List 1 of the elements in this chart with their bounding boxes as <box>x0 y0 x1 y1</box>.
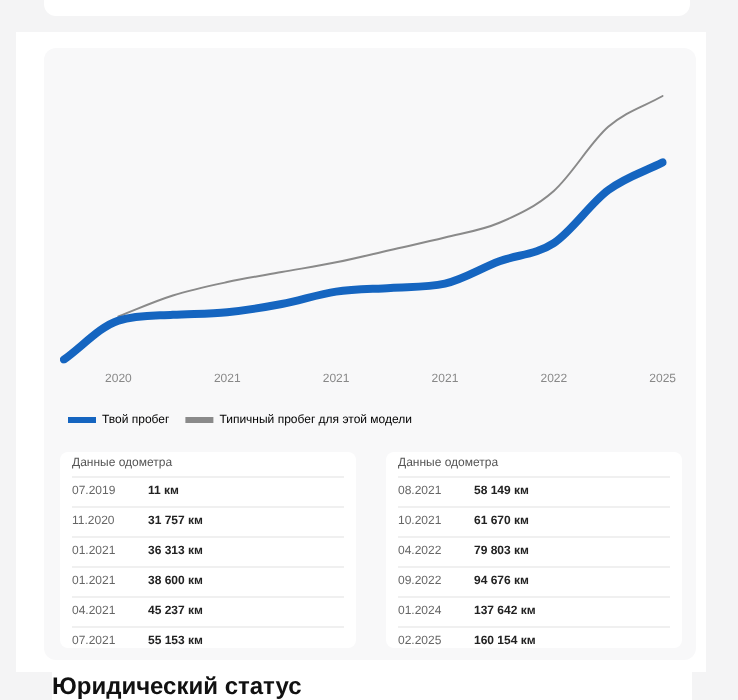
text: Юридический статус <box>52 672 692 700</box>
